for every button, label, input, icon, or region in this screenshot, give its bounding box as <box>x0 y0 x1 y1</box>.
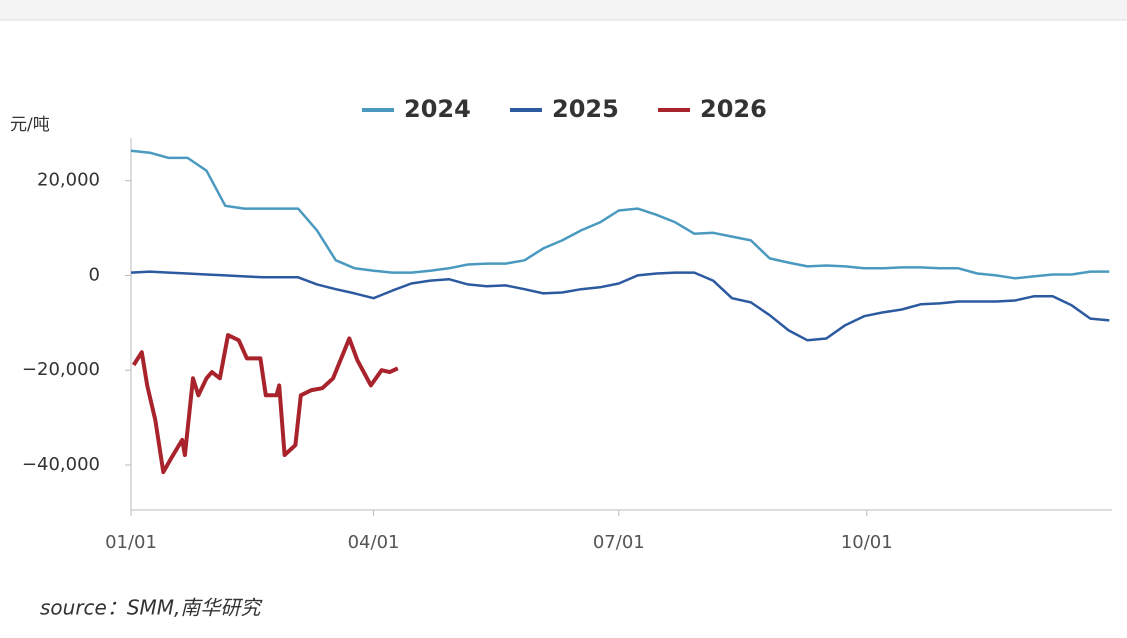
legend-label: 2024 <box>404 95 471 123</box>
source: source：SMM,南华研究 <box>40 596 263 620</box>
top-bar <box>0 0 1127 20</box>
line <box>130 270 1110 342</box>
x-tick-label: 10/01 <box>841 532 893 553</box>
legend-label: 2025 <box>552 95 619 123</box>
line <box>132 333 399 475</box>
x-tick-label: 04/01 <box>348 532 400 553</box>
y-axis-label: 元/吨 <box>10 115 50 135</box>
y-tick-label: 20,000 <box>37 170 100 191</box>
x-tick-label: 07/01 <box>593 532 645 553</box>
y-tick-label: −20,000 <box>22 359 100 380</box>
y-tick-label: 0 <box>89 264 100 285</box>
y-tick-label: −40,000 <box>22 454 100 475</box>
line <box>130 149 1110 280</box>
legend-label: 2026 <box>700 95 767 123</box>
x-tick-label: 01/01 <box>105 532 157 553</box>
